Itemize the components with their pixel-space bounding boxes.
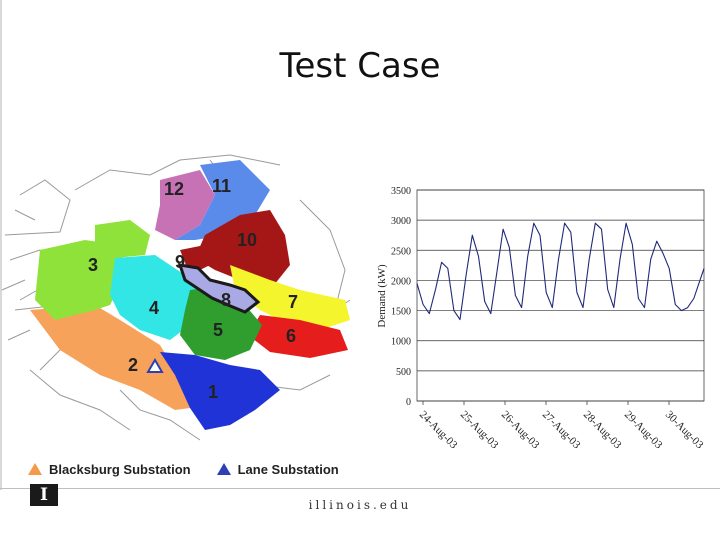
demand-series-line [416, 222, 705, 321]
zone-map-svg: 1 2 3 4 5 6 7 8 9 10 11 12 [1, 154, 351, 441]
zone-12-area [155, 170, 215, 240]
plot-frame [416, 189, 705, 402]
x-tick-label: 25-Aug-03 [458, 409, 501, 452]
zone-3-north [95, 220, 150, 258]
slide-title: Test Case [279, 46, 441, 86]
zone-4-area [110, 255, 200, 340]
lane-substation-marker [146, 358, 164, 373]
zone-3-area [35, 240, 125, 320]
y-tick-label: 1500 [391, 307, 411, 318]
footer-rule [0, 488, 720, 489]
x-tick-label: 30-Aug-03 [663, 409, 706, 452]
zone-label-8: 8 [221, 290, 231, 310]
zone-label-12: 12 [164, 179, 184, 199]
y-tick-label: 0 [406, 397, 411, 408]
footer-institution: illinois.edu [308, 498, 412, 512]
zone-8-area [177, 263, 261, 314]
zone-label-2: 2 [128, 355, 138, 375]
y-tick-label: 2500 [391, 246, 411, 257]
zone-6-area [248, 315, 348, 358]
x-tick-label: 24-Aug-03 [417, 409, 460, 452]
legend-label-lane: Lane Substation [237, 461, 339, 477]
zone-map: 1 2 3 4 5 6 7 8 9 10 11 12 [0, 140, 370, 485]
x-tick-label: 27-Aug-03 [540, 409, 583, 452]
y-tick-label: 2000 [391, 276, 411, 287]
y-axis-title: Demand (kW) [376, 264, 388, 328]
legend-item-lane: Lane Substation [216, 461, 339, 477]
university-logo-icon: I [30, 484, 58, 506]
zone-label-10: 10 [237, 230, 257, 250]
x-tick-label: 28-Aug-03 [581, 409, 624, 452]
y-tick-label: 1000 [391, 337, 411, 348]
orange-triangle-icon [28, 463, 42, 475]
slide-left-border [0, 0, 2, 490]
zone-label-3: 3 [88, 255, 98, 275]
zone-7-area [230, 265, 350, 330]
y-tick-label: 500 [396, 367, 411, 378]
legend-item-blacksburg: Blacksburg Substation [28, 462, 191, 477]
y-tick-label: 3000 [391, 216, 411, 227]
map-legend: Blacksburg Substation Lane Substation [28, 459, 365, 479]
zone-label-7: 7 [288, 292, 298, 312]
zone-label-9: 9 [175, 252, 185, 272]
zone-label-11: 11 [212, 176, 231, 196]
blue-triangle-icon [216, 463, 231, 475]
x-tick-label: 29-Aug-03 [622, 409, 665, 452]
demand-chart: Demand (kW) 0 500 1000 1500 2000 2500 3000 3500… [372, 176, 712, 474]
x-tick-label: 26-Aug-03 [499, 409, 542, 452]
zone-label-6: 6 [286, 326, 296, 346]
y-tick-label: 3500 [391, 186, 411, 197]
demand-chart-svg: Demand (kW) 0 500 1000 1500 2000 2500 3000 3500… [376, 186, 706, 452]
zone-label-4: 4 [149, 298, 159, 318]
zone-10-area [195, 210, 290, 290]
zone-label-1: 1 [208, 382, 218, 402]
zone-1-area [160, 352, 280, 430]
zone-2-area [30, 305, 190, 410]
legend-label-blacksburg: Blacksburg Substation [49, 461, 191, 477]
zone-label-5: 5 [213, 320, 223, 340]
